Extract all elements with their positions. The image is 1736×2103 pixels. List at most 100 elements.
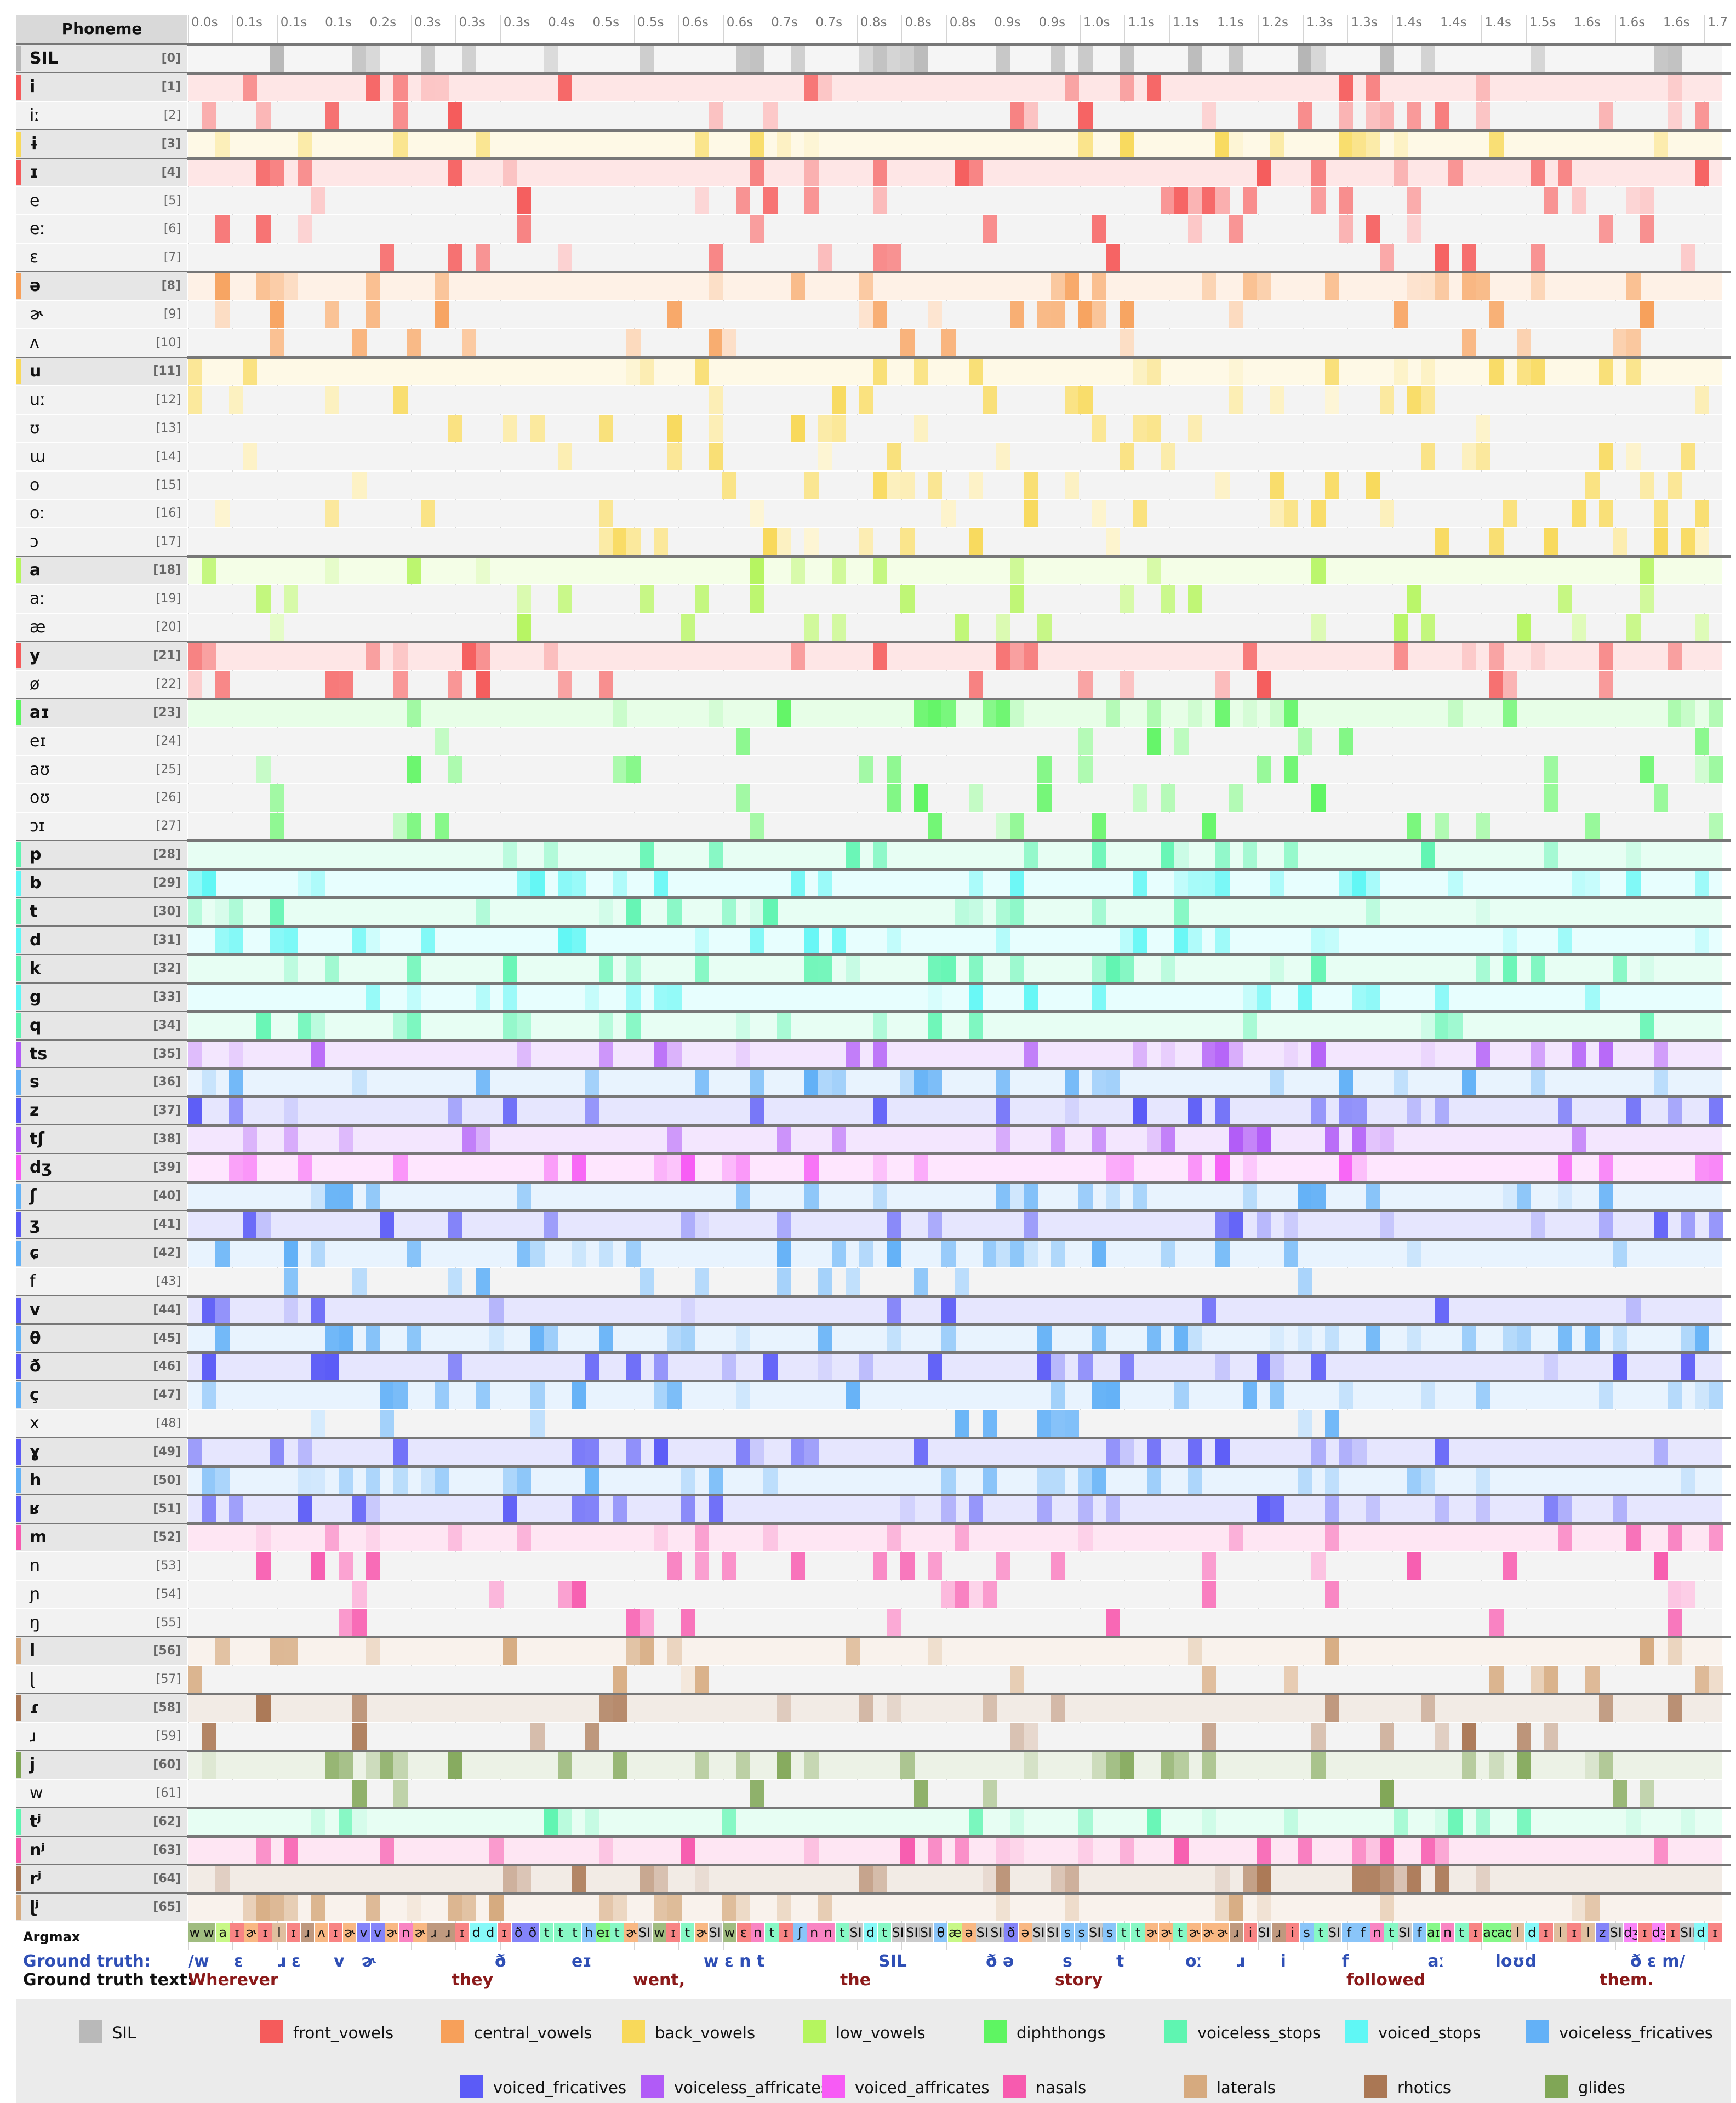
heatmap-cell: [1640, 1637, 1654, 1665]
heatmap-cell: [818, 1068, 832, 1096]
phoneme-row-label: aː [19]: [16, 585, 187, 613]
heatmap-cell: [1352, 1865, 1367, 1893]
phoneme-symbol: q: [30, 1015, 42, 1035]
heatmap-cell: [667, 1381, 682, 1409]
heatmap-cell: [914, 45, 928, 72]
heatmap-cell: [366, 272, 380, 300]
time-tick-label: 0.7s: [815, 15, 843, 30]
heatmap-cell: [1257, 756, 1271, 784]
heatmap-cell: [1037, 756, 1052, 784]
heatmap-cell: [983, 1239, 997, 1267]
heatmap-cell: [407, 1893, 421, 1921]
phoneme-symbol: y: [30, 645, 41, 665]
heatmap-cell: [1188, 1637, 1202, 1665]
heatmap-cell: [941, 1296, 956, 1324]
category-color-marker: [16, 1752, 21, 1778]
heatmap-cell: [613, 1694, 627, 1722]
heatmap-cell: [229, 926, 243, 954]
argmax-token: ɚ: [244, 1923, 259, 1943]
heatmap-cell: [667, 1324, 682, 1352]
ground-truth-phone: /w: [188, 1952, 209, 1971]
heatmap-cell: [256, 1523, 271, 1551]
heatmap-cell: [1544, 187, 1558, 215]
heatmap-cell: [1078, 1836, 1093, 1864]
ground-truth-word: went,: [633, 1970, 686, 1990]
heatmap-cell: [1188, 926, 1202, 954]
heatmap-cell: [1188, 1467, 1202, 1494]
heatmap-row-background: [188, 1068, 1722, 1096]
heatmap-cell: [1215, 130, 1230, 158]
heatmap-cell: [1435, 1495, 1449, 1523]
heatmap-cell: [969, 471, 983, 499]
heatmap-cell: [215, 130, 230, 158]
heatmap-cell: [640, 1865, 654, 1893]
row-separator: [16, 1493, 1731, 1496]
heatmap-cell: [832, 1239, 846, 1267]
heatmap-cell: [1531, 45, 1545, 72]
argmax-token: ɪ: [258, 1923, 273, 1943]
phoneme-symbol: ʊ: [30, 418, 40, 438]
ground-truth-phone: ɛ: [234, 1952, 243, 1971]
heatmap-cell: [1065, 1097, 1079, 1125]
heatmap-cell: [941, 1495, 956, 1523]
heatmap-cell: [448, 414, 462, 442]
heatmap-cell: [1325, 357, 1339, 385]
argmax-token: t: [765, 1923, 779, 1943]
heatmap-cell: [1626, 1097, 1641, 1125]
heatmap-cell: [1558, 158, 1572, 186]
heatmap-cell: [1092, 1467, 1106, 1494]
phoneme-index: [28]: [153, 848, 181, 862]
heatmap-cell: [476, 130, 490, 158]
phoneme-index: [7]: [163, 250, 181, 265]
heatmap-cell: [1106, 1495, 1120, 1523]
heatmap-cell: [1681, 1808, 1695, 1836]
heatmap-cell: [818, 73, 832, 101]
time-tick-label: 0.6s: [682, 15, 709, 30]
heatmap-cell: [1215, 1353, 1230, 1381]
heatmap-cell: [1613, 329, 1627, 357]
heatmap-cell: [435, 1381, 449, 1409]
heatmap-cell: [1435, 1865, 1449, 1893]
heatmap-cell: [1394, 1068, 1408, 1096]
heatmap-cell: [928, 1068, 942, 1096]
heatmap-cell: [1421, 1012, 1435, 1039]
heatmap-cell: [996, 926, 1010, 954]
heatmap-cell: [311, 187, 326, 215]
heatmap-cell: [791, 45, 805, 72]
heatmap-cell: [311, 1040, 326, 1068]
heatmap-cell: [804, 955, 819, 982]
heatmap-cell: [1106, 1751, 1120, 1779]
phoneme-symbol: ɭʲ: [30, 1897, 39, 1917]
heatmap-cell: [1284, 756, 1298, 784]
heatmap-cell: [1695, 528, 1709, 556]
heatmap-cell: [941, 1580, 956, 1608]
phoneme-symbol: z: [30, 1101, 39, 1121]
heatmap-cell: [914, 1438, 928, 1466]
heatmap-cell: [256, 158, 271, 186]
heatmap-cell: [202, 1723, 216, 1750]
heatmap-cell: [873, 1040, 887, 1068]
heatmap-cell: [476, 557, 490, 585]
phoneme-symbol: ø: [30, 674, 40, 694]
category-color-marker: [16, 131, 21, 157]
argmax-token: l: [1511, 1923, 1526, 1943]
heatmap-cell: [256, 756, 271, 784]
phoneme-symbol: ɔ: [30, 532, 39, 552]
argmax-token: a: [216, 1923, 231, 1943]
argmax-token: ɹ: [1229, 1923, 1244, 1943]
heatmap-cell: [572, 870, 586, 897]
heatmap-cell: [435, 727, 449, 755]
heatmap-cell: [270, 329, 284, 357]
phoneme-index: [23]: [153, 705, 181, 719]
heatmap-cell: [380, 1210, 394, 1238]
heatmap-cell: [695, 585, 709, 613]
heatmap-cell: [229, 898, 243, 925]
heatmap-cell: [1010, 301, 1024, 328]
phoneme-symbol: j: [30, 1755, 36, 1774]
heatmap-cell: [1339, 870, 1353, 897]
heatmap-cell: [996, 1125, 1010, 1153]
heatmap-cell: [941, 1239, 956, 1267]
heatmap-cell: [407, 1012, 421, 1039]
argmax-token: t: [1314, 1923, 1328, 1943]
heatmap-cell: [1476, 813, 1490, 841]
